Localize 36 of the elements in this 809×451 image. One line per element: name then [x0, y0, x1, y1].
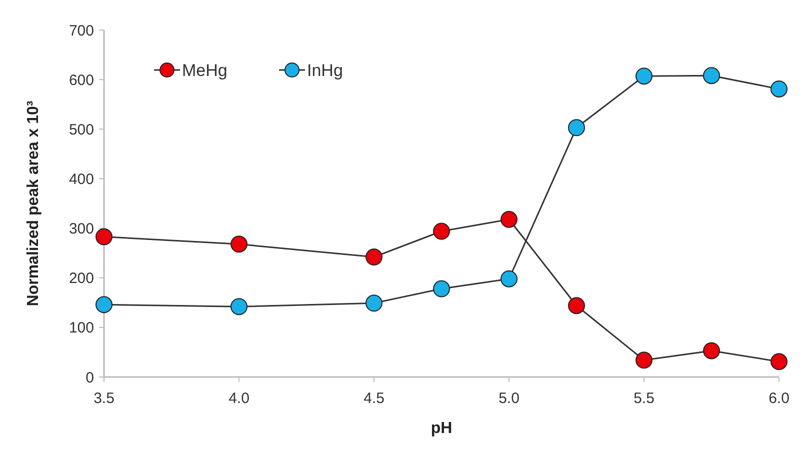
point	[500, 210, 518, 228]
y-tick-label: 500	[68, 121, 94, 138]
point	[770, 80, 788, 98]
y-tick-label: 700	[68, 22, 94, 40]
y-tick-label: 400	[68, 170, 94, 188]
y-axis-title: Normalized peak area x 10³	[25, 100, 42, 306]
x-tick-label: 3.5	[94, 390, 114, 407]
x-tick-label: 5.0	[498, 390, 520, 407]
point	[770, 353, 788, 370]
x-tick-label: 4.0	[228, 390, 250, 407]
x-tick-label: 6.0	[768, 390, 790, 407]
x-axis-title: pH	[430, 420, 452, 437]
x-tick-label: 4.5	[364, 390, 384, 407]
legend-label: InHg	[307, 60, 343, 80]
point	[230, 298, 248, 316]
y-tick-label: 600	[68, 72, 94, 89]
y-tick-label: 0	[86, 369, 94, 386]
point	[230, 236, 248, 253]
y-tick-label: 200	[68, 270, 94, 288]
y-tick-label: 300	[68, 220, 94, 238]
point	[366, 294, 382, 312]
point	[96, 296, 112, 314]
point	[433, 280, 450, 298]
point	[96, 228, 112, 246]
point	[703, 67, 720, 84]
point	[636, 352, 652, 369]
point	[568, 297, 585, 314]
point	[636, 68, 652, 85]
point	[568, 119, 585, 136]
point	[433, 222, 450, 240]
y-tick-label: 100	[68, 320, 94, 337]
point	[500, 270, 518, 288]
point	[366, 248, 382, 266]
legend-label: MeHg	[182, 60, 228, 80]
point	[703, 342, 720, 360]
x-tick-label: 5.5	[634, 390, 654, 407]
